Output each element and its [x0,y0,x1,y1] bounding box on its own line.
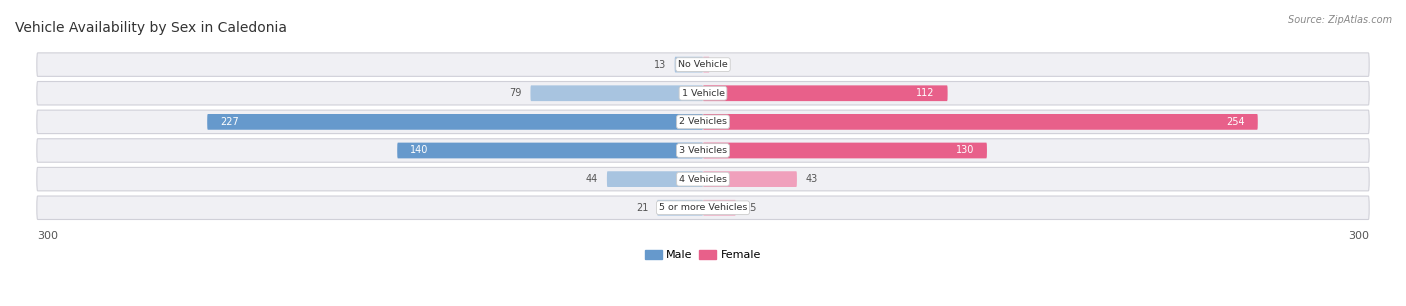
FancyBboxPatch shape [207,114,703,130]
Text: 4 Vehicles: 4 Vehicles [679,175,727,184]
FancyBboxPatch shape [703,85,948,101]
Legend: Male, Female: Male, Female [645,250,761,260]
Text: 21: 21 [636,203,648,213]
FancyBboxPatch shape [703,171,797,187]
Text: 1 Vehicle: 1 Vehicle [682,89,724,98]
FancyBboxPatch shape [703,143,987,159]
FancyBboxPatch shape [37,110,1369,134]
Text: Vehicle Availability by Sex in Caledonia: Vehicle Availability by Sex in Caledonia [15,21,287,35]
FancyBboxPatch shape [703,200,735,216]
Text: 130: 130 [956,145,974,155]
FancyBboxPatch shape [37,53,1369,76]
Text: Source: ZipAtlas.com: Source: ZipAtlas.com [1288,15,1392,25]
FancyBboxPatch shape [37,139,1369,162]
Text: 2 Vehicles: 2 Vehicles [679,118,727,126]
FancyBboxPatch shape [37,81,1369,105]
Text: 43: 43 [806,174,818,184]
FancyBboxPatch shape [398,143,703,159]
Text: 5 or more Vehicles: 5 or more Vehicles [659,203,747,212]
Text: 13: 13 [654,60,666,70]
Text: 3 Vehicles: 3 Vehicles [679,146,727,155]
FancyBboxPatch shape [37,167,1369,191]
Text: 44: 44 [586,174,598,184]
Text: 3: 3 [718,60,724,70]
FancyBboxPatch shape [37,196,1369,219]
FancyBboxPatch shape [703,57,710,73]
Text: 140: 140 [411,145,429,155]
FancyBboxPatch shape [703,114,1258,130]
Text: 15: 15 [745,203,756,213]
FancyBboxPatch shape [530,85,703,101]
Text: 254: 254 [1226,117,1244,127]
FancyBboxPatch shape [675,57,703,73]
FancyBboxPatch shape [657,200,703,216]
Text: 227: 227 [221,117,239,127]
Text: No Vehicle: No Vehicle [678,60,728,69]
Text: 79: 79 [509,88,522,98]
FancyBboxPatch shape [607,171,703,187]
Text: 112: 112 [917,88,935,98]
